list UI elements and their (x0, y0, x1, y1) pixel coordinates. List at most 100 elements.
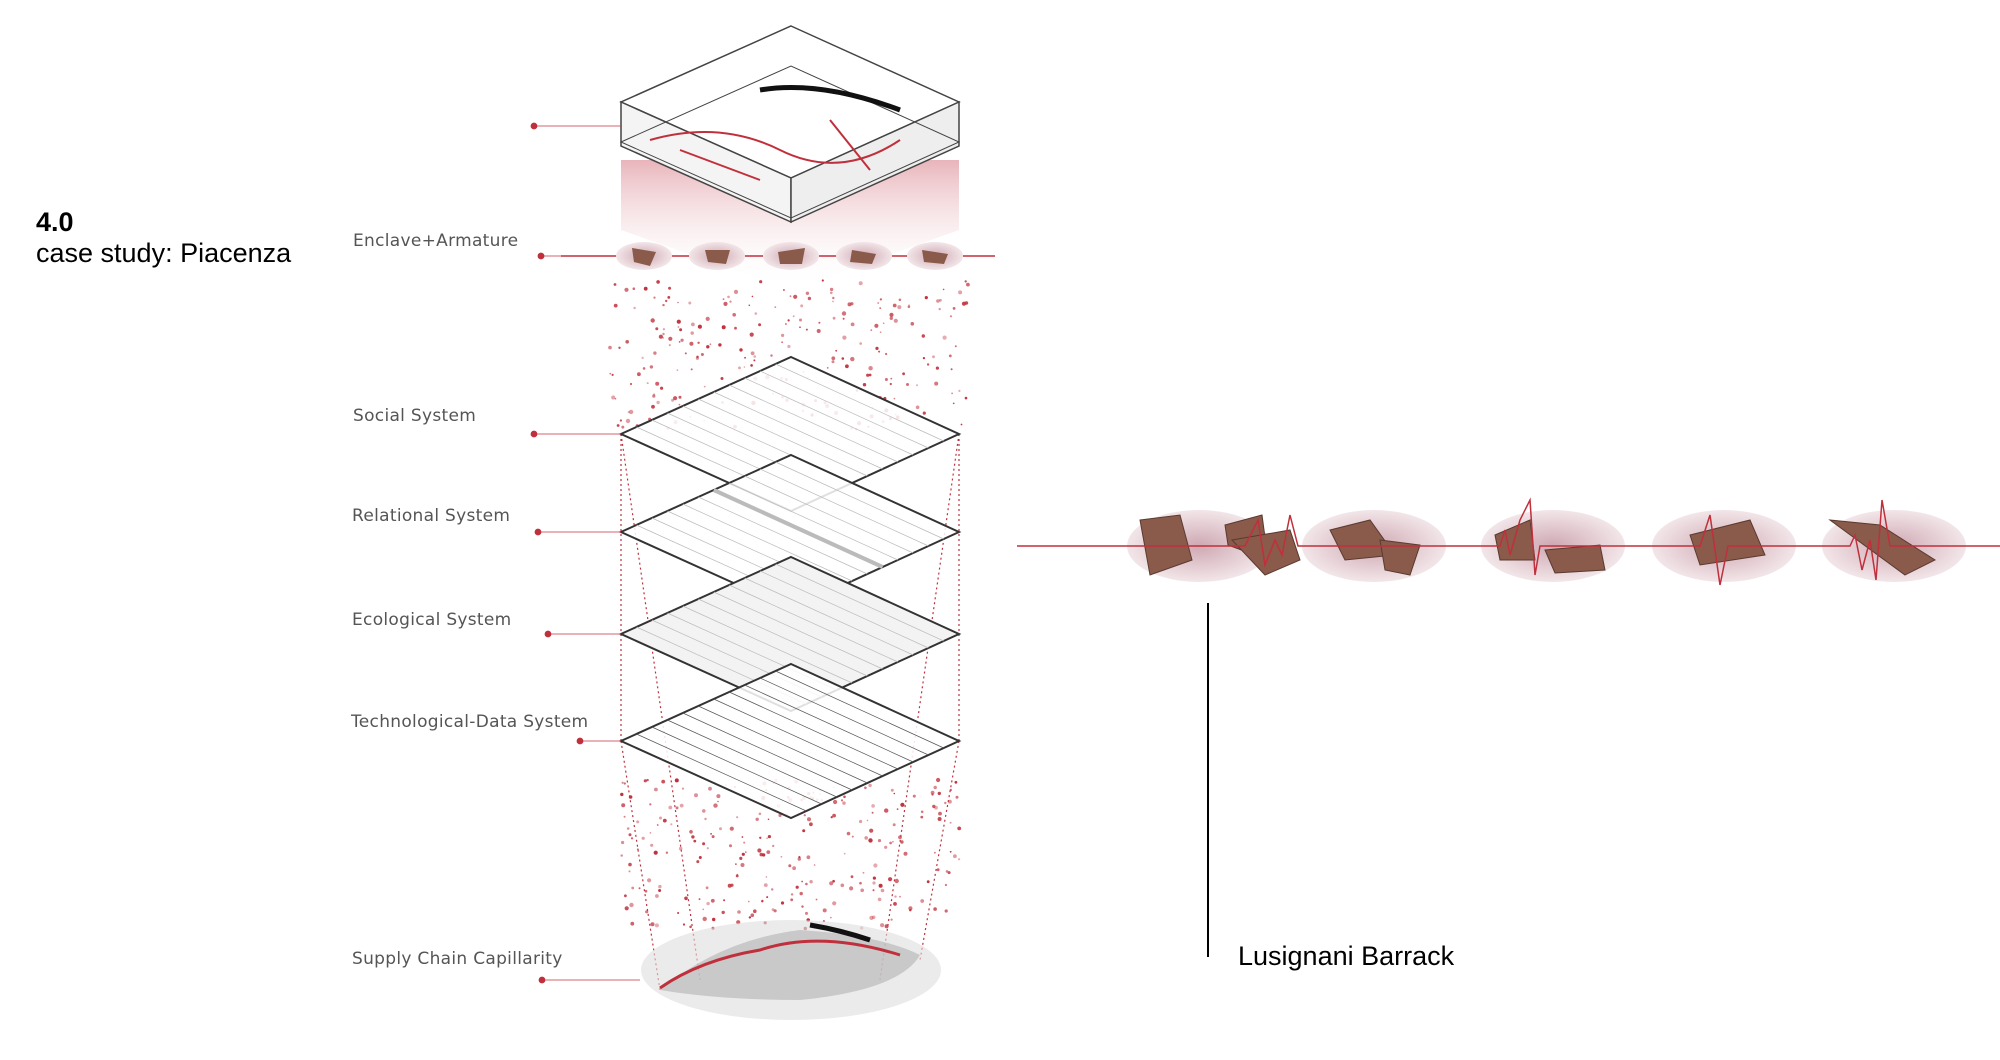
scatter-dot (702, 842, 706, 846)
scatter-dot (688, 301, 692, 305)
scatter-dot (830, 291, 833, 295)
scatter-dot (721, 325, 726, 330)
scatter-dot (832, 901, 837, 906)
scatter-dot (620, 854, 623, 857)
scatter-dot (623, 782, 626, 785)
scatter-dot (677, 301, 679, 304)
scatter-dot (780, 901, 785, 905)
scatter-dot (624, 906, 629, 911)
scatter-dot (889, 382, 892, 386)
scatter-dot (879, 307, 882, 309)
plane-pattern-line (775, 461, 944, 540)
plane-pattern-line (775, 363, 944, 442)
scatter-dot (922, 411, 926, 415)
scatter-dot (889, 316, 893, 320)
scatter-dot (614, 397, 617, 400)
scatter-dot (830, 916, 832, 919)
plane-pattern-line (667, 719, 837, 798)
scatter-dot (899, 895, 901, 898)
scatter-dot (924, 296, 928, 300)
scatter-dot (789, 295, 792, 298)
scatter-dot (628, 833, 632, 837)
scatter-dot (656, 824, 659, 826)
scatter-dot (870, 329, 873, 331)
scatter-dot (801, 880, 803, 883)
scatter-dot (662, 303, 665, 307)
scatter-dot (942, 335, 947, 340)
scatter-dot (621, 840, 625, 845)
scatter-dot (882, 322, 885, 325)
scatter-dot (966, 282, 970, 287)
scatter-dot (658, 889, 662, 892)
scatter-dot (949, 850, 952, 853)
scatter-dot (890, 377, 893, 380)
scatter-dot (720, 377, 724, 380)
scatter-dot (751, 295, 754, 298)
scatter-dot (698, 856, 702, 859)
scatter-dot (892, 840, 894, 843)
scatter-dot (859, 819, 863, 824)
scatter-dot (706, 901, 710, 906)
scatter-dot (951, 392, 953, 395)
scatter-dot (788, 864, 792, 868)
scatter-dot (908, 906, 913, 911)
scatter-dot (690, 368, 693, 371)
scatter-dot (646, 382, 649, 385)
scatter-dot (654, 787, 658, 792)
scatter-dot (864, 836, 868, 840)
scatter-dot (766, 896, 769, 899)
scatter-dot (873, 863, 878, 868)
scatter-dot (958, 290, 963, 295)
plane-pattern-line (744, 377, 914, 456)
scatter-dot (750, 913, 755, 917)
scatter-dot (620, 792, 624, 797)
scatter-dot (841, 311, 847, 316)
plane-pattern-line (744, 475, 914, 554)
scatter-dot (805, 911, 808, 915)
scatter-dot (893, 397, 896, 400)
scatter-dot (890, 918, 893, 921)
scatter-dot (729, 300, 732, 303)
scatter-dot (859, 881, 862, 885)
layer-label-ecological: Ecological System (352, 610, 512, 630)
scatter-dot (949, 315, 953, 318)
scatter-dot (626, 827, 630, 830)
scatter-dot (909, 909, 912, 912)
scatter-dot (957, 826, 962, 831)
scatter-dot (832, 316, 836, 320)
scatter-dot (680, 338, 684, 342)
scatter-dot (906, 383, 909, 386)
scatter-dot (676, 369, 679, 371)
scatter-dot (613, 283, 617, 286)
scatter-dot (846, 831, 851, 836)
scatter-dot (847, 302, 852, 307)
scatter-dot (729, 826, 734, 831)
scatter-dot (942, 288, 945, 291)
scatter-dot (649, 803, 652, 806)
scatter-dot (960, 423, 963, 426)
scatter-dot (748, 304, 751, 307)
scatter-dot (866, 819, 869, 822)
scatter-dot (859, 342, 862, 345)
case-label: Lusignani Barrack (1238, 941, 1455, 971)
scatter-dot (934, 381, 939, 386)
scatter-dot (916, 384, 918, 387)
scatter-dot (790, 898, 794, 902)
scatter-dot (826, 367, 829, 369)
scatter-dot (629, 382, 633, 386)
plane-pattern-line (698, 496, 868, 575)
scatter-dot (667, 296, 671, 299)
scatter-dot (829, 881, 834, 886)
scatter-dot (787, 344, 791, 349)
layer-label-enclave: Enclave+Armature (353, 231, 519, 251)
scatter-dot (709, 343, 712, 346)
scatter-dot (807, 296, 812, 301)
scatter-dot (651, 404, 655, 409)
scatter-dot (745, 851, 747, 853)
section-title: case study: Piacenza (36, 238, 292, 268)
scatter-dot (780, 855, 783, 858)
scatter-dot (658, 884, 662, 889)
scatter-dot (732, 313, 736, 317)
scatter-dot (698, 898, 701, 901)
plane-pattern-line (712, 488, 884, 569)
